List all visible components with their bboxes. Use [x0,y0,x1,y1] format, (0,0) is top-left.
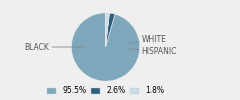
Wedge shape [72,13,140,81]
Wedge shape [106,13,115,47]
Legend: 95.5%, 2.6%, 1.8%: 95.5%, 2.6%, 1.8% [46,86,165,96]
Text: BLACK: BLACK [24,42,86,52]
Text: HISPANIC: HISPANIC [130,47,177,56]
Text: WHITE: WHITE [130,35,166,44]
Wedge shape [106,13,109,47]
